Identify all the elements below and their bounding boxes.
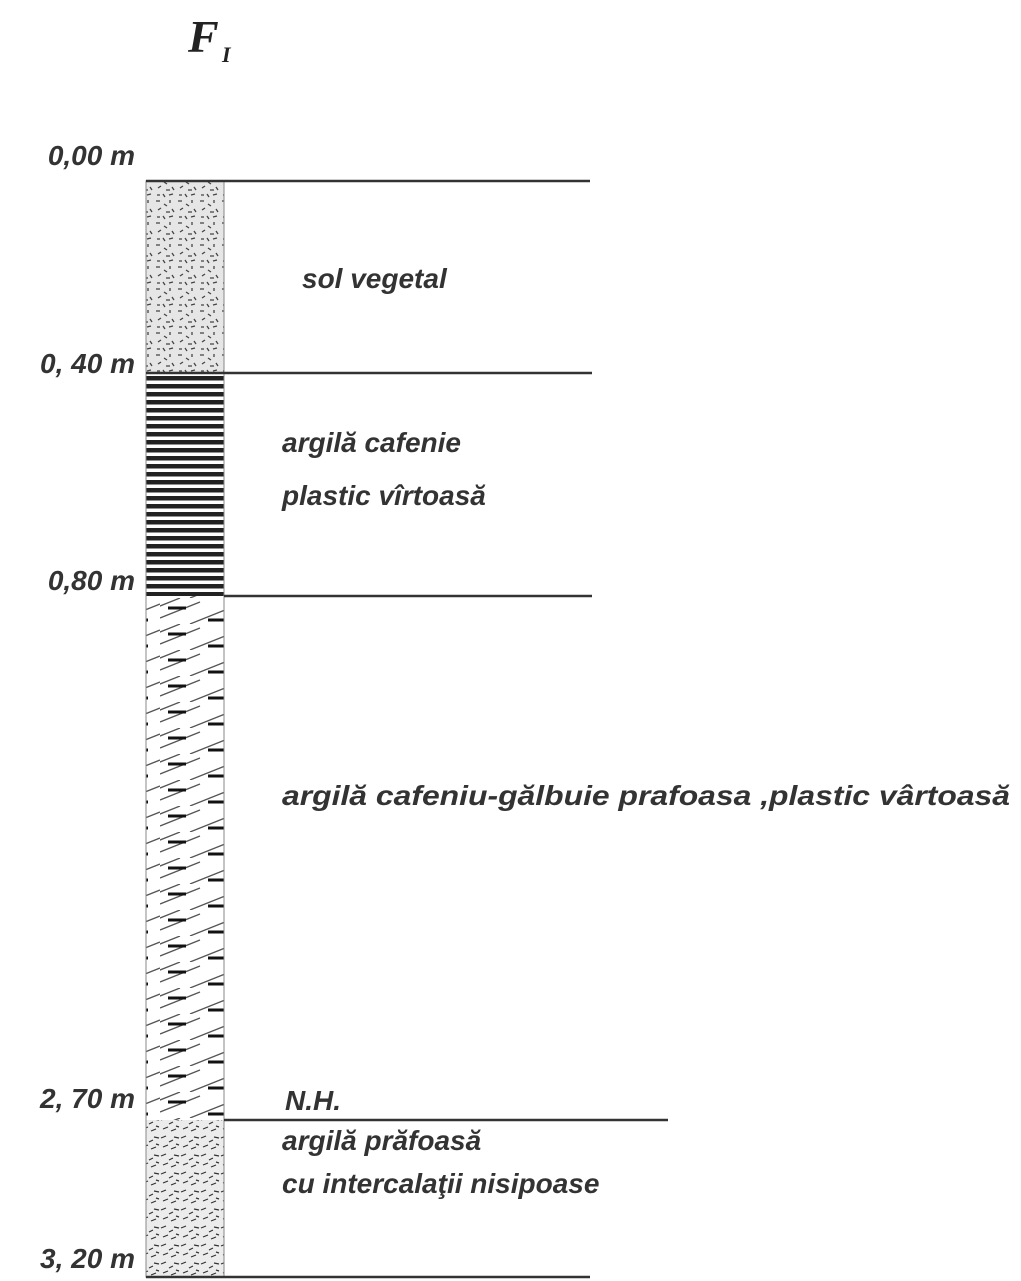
layer-description: plastic vîrtoasă [281,480,486,511]
water-level: N.H. [285,1085,341,1116]
depth-label: 0, 40 m [40,348,135,379]
layer-description: argilă prăfoasă [282,1125,482,1156]
depth-label: 3, 20 m [40,1243,135,1274]
layer-sol-vegetal [146,181,224,373]
layer-description: argilă cafenie [282,427,461,458]
depth-label: 0,00 m [48,140,135,171]
depth-label: 0,80 m [48,565,135,596]
title: F [187,11,219,62]
layer-description: cu intercalaţii nisipoase [282,1168,599,1199]
layer-argila-prafoasa [146,596,224,1120]
layer-description: sol vegetal [302,263,448,294]
layer-argila-nisipoasa [146,1120,224,1277]
layer-description: argilă cafeniu-gălbuie prafoasa ,plastic… [282,780,1010,811]
depth-label: 2, 70 m [39,1083,135,1114]
title-subscript: I [221,42,232,67]
layer-argila-cafenie [146,373,224,596]
